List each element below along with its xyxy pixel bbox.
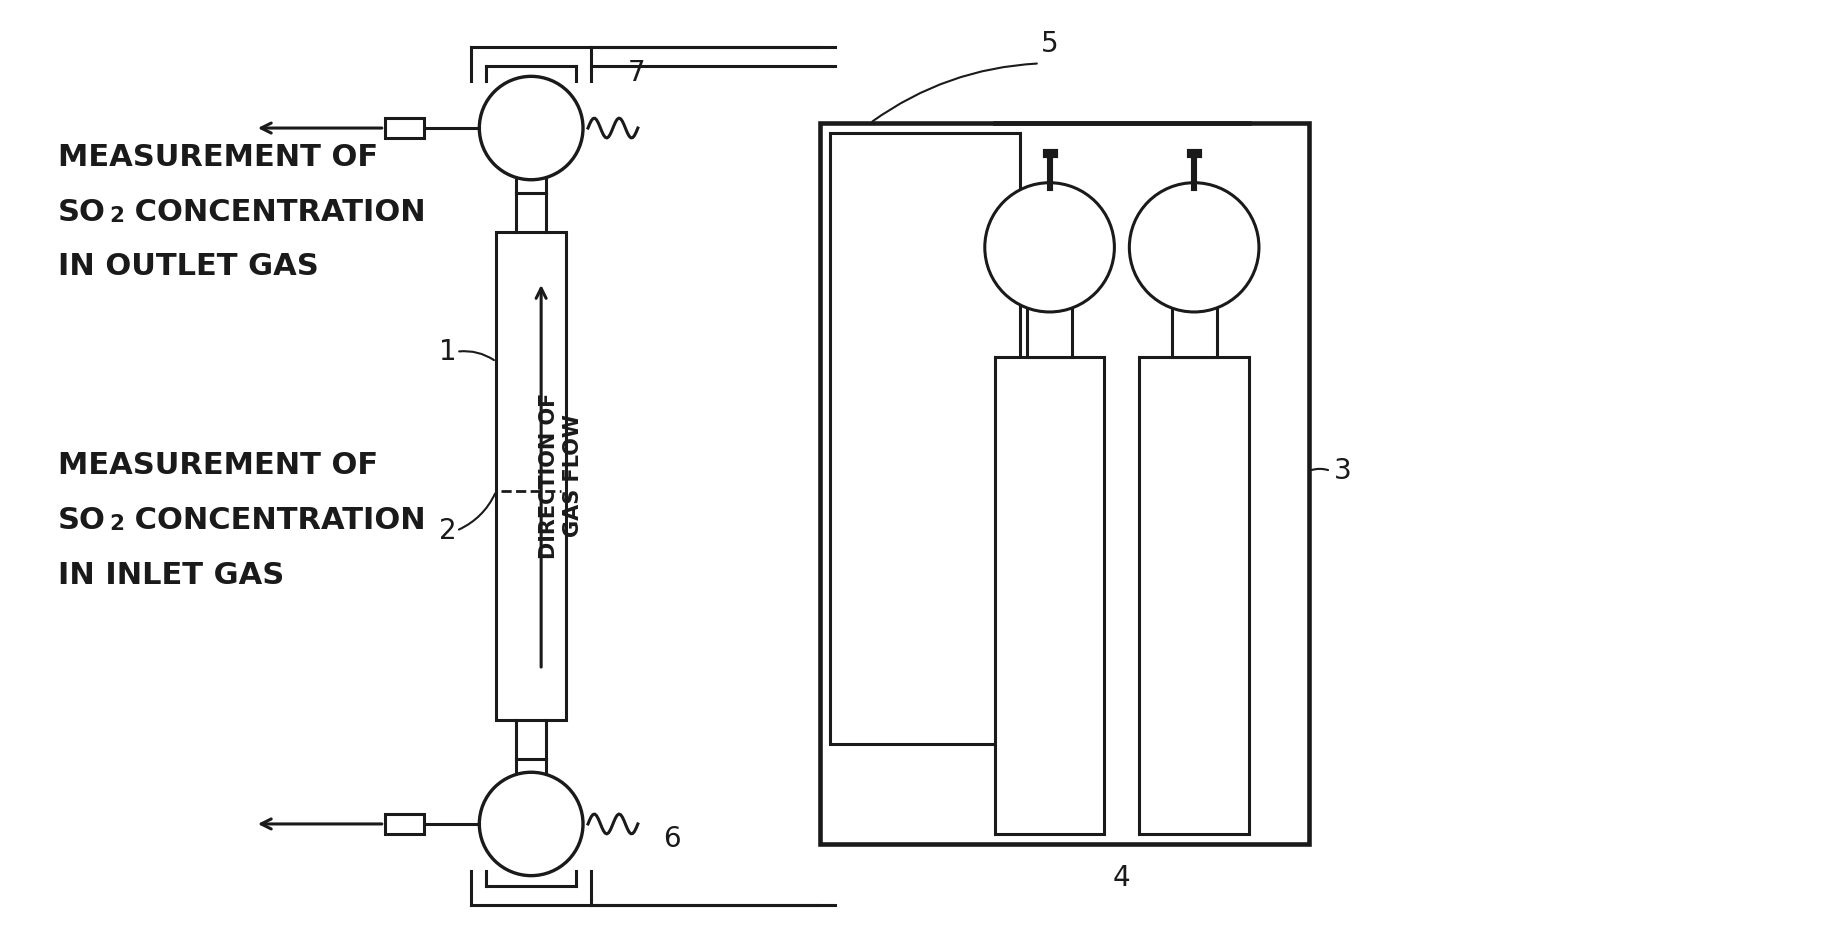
Circle shape [479,76,584,180]
Ellipse shape [1129,183,1259,312]
Bar [1140,357,1250,834]
Text: 7: 7 [628,59,646,87]
Text: 5: 5 [1041,30,1058,58]
Ellipse shape [985,183,1114,312]
Bar [1171,302,1217,357]
Text: 2: 2 [110,514,124,534]
Text: CONCENTRATION: CONCENTRATION [124,506,426,534]
Bar [384,814,425,834]
Bar [831,133,1019,745]
Text: SO: SO [57,506,106,534]
Bar [820,123,1308,844]
Bar [384,118,425,138]
Text: CONCENTRATION: CONCENTRATION [124,198,426,226]
Bar [1027,302,1072,357]
Text: MEASUREMENT OF: MEASUREMENT OF [57,143,377,172]
Text: IN INLET GAS: IN INLET GAS [57,560,284,590]
Circle shape [479,772,584,876]
Bar [996,357,1105,834]
Text: 1: 1 [439,338,456,366]
Bar [496,232,565,720]
Text: 2: 2 [110,205,124,225]
Text: 6: 6 [662,825,681,853]
Text: 3: 3 [1334,457,1352,485]
Text: IN OUTLET GAS: IN OUTLET GAS [57,252,318,281]
Text: MEASUREMENT OF: MEASUREMENT OF [57,451,377,480]
Text: 2: 2 [439,516,456,545]
Text: SO: SO [57,198,106,226]
Text: DIRECTION OF
GAS FLOW: DIRECTION OF GAS FLOW [540,393,582,559]
Text: 4: 4 [1113,864,1131,892]
